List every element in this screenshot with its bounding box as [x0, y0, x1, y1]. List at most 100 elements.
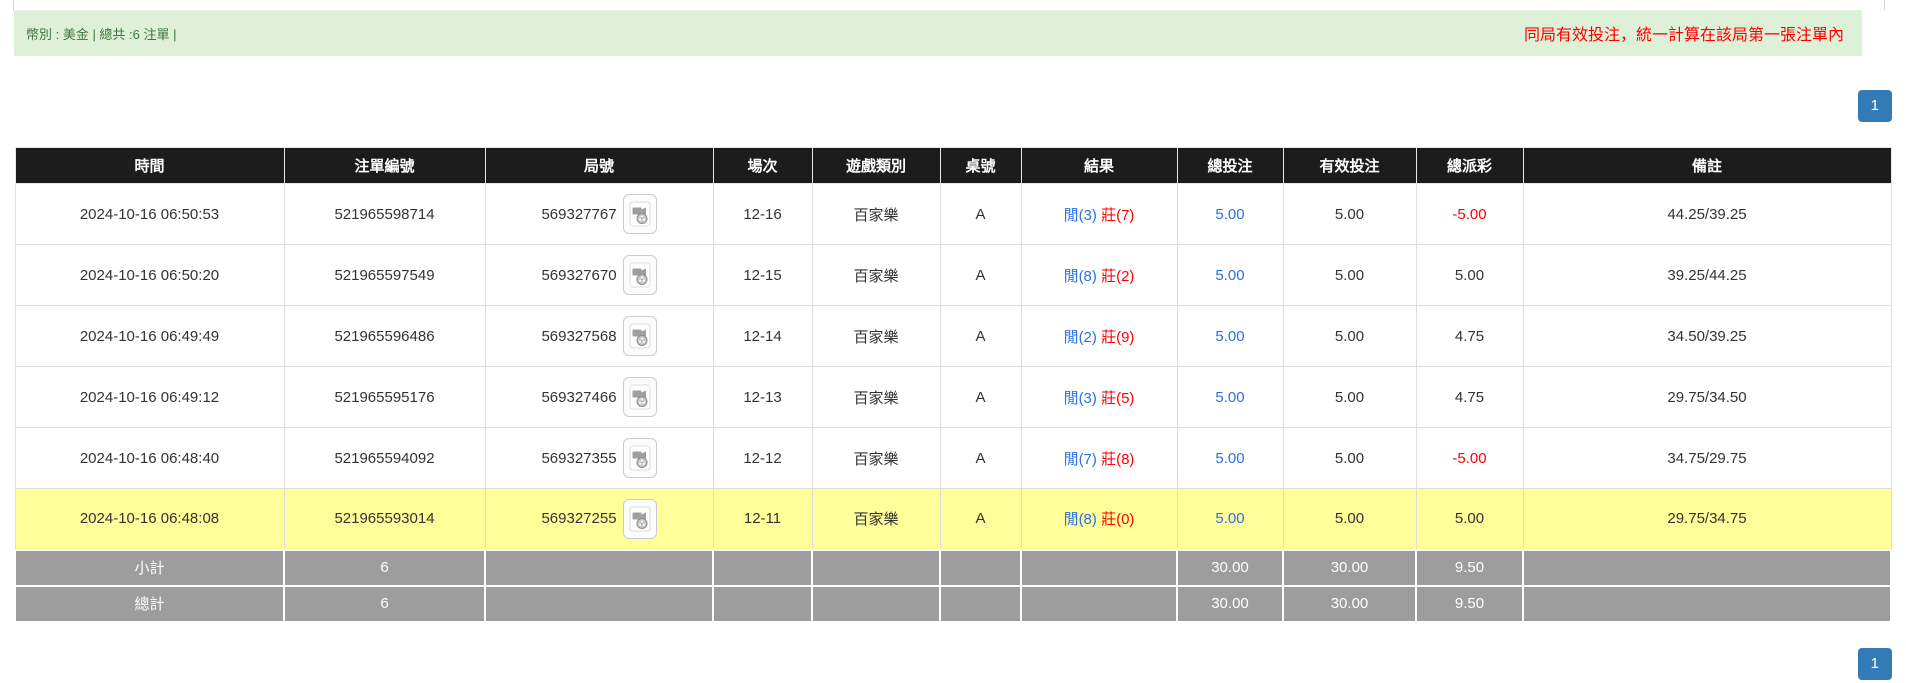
- game-type-cell: 百家樂: [811, 488, 941, 550]
- subtotal-empty-session: [712, 548, 813, 587]
- video-icon: [629, 506, 651, 532]
- player-result: 閒(7): [1063, 450, 1097, 468]
- valid-bet-cell: 5.00: [1282, 488, 1417, 550]
- round-number: 569327568: [541, 327, 617, 345]
- round-number: 569327670: [541, 266, 617, 284]
- pagination-page-1-bottom[interactable]: 1: [1857, 648, 1892, 680]
- round-id-cell: 569327568: [484, 305, 714, 367]
- result-cell: 閒(8) 莊(0): [1020, 488, 1178, 550]
- game-type-cell: 百家樂: [811, 427, 941, 489]
- time-cell: 2024-10-16 06:49:49: [14, 305, 285, 367]
- remark-cell: 44.25/39.25: [1522, 183, 1892, 245]
- column-header-4: 遊戲類別: [811, 147, 941, 184]
- column-header-7: 總投注: [1176, 147, 1284, 184]
- result-cell: 閒(3) 莊(5): [1020, 366, 1178, 428]
- column-header-5: 桌號: [939, 147, 1022, 184]
- game-type-cell: 百家樂: [811, 244, 941, 306]
- total-valid-bet: 30.00: [1282, 584, 1417, 623]
- player-result: 閒(3): [1063, 206, 1097, 224]
- table-row: 2024-10-16 06:48:40 521965594092 569327355…: [14, 427, 1892, 489]
- video-replay-button[interactable]: [622, 255, 657, 295]
- round-id-cell: 569327767: [484, 183, 714, 245]
- currency-total-text: 幣別 : 美金 | 總共 :6 注單 |: [26, 26, 177, 42]
- total-empty-result: [1020, 584, 1178, 623]
- table-row: 2024-10-16 06:49:12 521965595176 569327466…: [14, 366, 1892, 428]
- column-header-2: 局號: [484, 147, 714, 184]
- same-round-notice-text: 同局有效投注，統一計算在該局第一張注單內: [1523, 27, 1844, 44]
- column-header-9: 總派彩: [1415, 147, 1524, 184]
- video-icon: [629, 445, 651, 471]
- remark-cell: 34.50/39.25: [1522, 305, 1892, 367]
- video-replay-button[interactable]: [622, 194, 657, 234]
- total-bet-cell: 5.00: [1176, 488, 1284, 550]
- banker-result: 莊(0): [1101, 511, 1135, 529]
- container-edge-right: [1884, 0, 1885, 10]
- bet-records-table: 時間 注單編號 局號 場次 遊戲類別 桌號 結果 總投注 有效投注 總派彩 備註 2024-10-1…: [14, 147, 1892, 623]
- result-cell: 閒(3) 莊(7): [1020, 183, 1178, 245]
- payout-cell: -5.00: [1415, 427, 1524, 489]
- bet-id-cell: 521965596486: [283, 305, 486, 367]
- subtotal-empty-table: [939, 548, 1022, 587]
- remark-cell: 29.75/34.50: [1522, 366, 1892, 428]
- video-replay-button[interactable]: [622, 438, 657, 478]
- video-icon: [629, 262, 651, 288]
- total-bet-cell: 5.00: [1176, 366, 1284, 428]
- table-row: 2024-10-16 06:50:53 521965598714 569327767…: [14, 183, 1892, 245]
- column-header-3: 場次: [712, 147, 813, 184]
- pagination-page-1-top[interactable]: 1: [1857, 90, 1892, 122]
- column-header-1: 注單編號: [283, 147, 486, 184]
- table-number-cell: A: [939, 427, 1022, 489]
- table-header-row: 時間 注單編號 局號 場次 遊戲類別 桌號 結果 總投注 有效投注 總派彩 備註: [14, 147, 1892, 184]
- table-row: 2024-10-16 06:48:08 521965593014 569327255…: [14, 488, 1892, 550]
- banker-result: 莊(5): [1101, 389, 1135, 407]
- payout-cell: 5.00: [1415, 244, 1524, 306]
- time-cell: 2024-10-16 06:50:20: [14, 244, 285, 306]
- total-empty-table: [939, 584, 1022, 623]
- column-header-0: 時間: [14, 147, 285, 184]
- player-result: 閒(8): [1063, 267, 1097, 285]
- player-result: 閒(2): [1063, 328, 1097, 346]
- video-icon: [629, 323, 651, 349]
- bet-id-cell: 521965598714: [283, 183, 486, 245]
- remark-cell: 29.75/34.75: [1522, 488, 1892, 550]
- session-cell: 12-11: [712, 488, 813, 550]
- valid-bet-cell: 5.00: [1282, 427, 1417, 489]
- table-number-cell: A: [939, 244, 1022, 306]
- payout-cell: 4.75: [1415, 366, 1524, 428]
- payout-cell: -5.00: [1415, 183, 1524, 245]
- subtotal-total-bet: 30.00: [1176, 548, 1284, 587]
- video-replay-button[interactable]: [622, 498, 657, 539]
- session-cell: 12-14: [712, 305, 813, 367]
- video-replay-button[interactable]: [622, 316, 657, 356]
- valid-bet-cell: 5.00: [1282, 183, 1417, 245]
- total-row: 總計 6 30.00 30.00 9.50: [14, 584, 1892, 623]
- bet-id-cell: 521965595176: [283, 366, 486, 428]
- video-replay-button[interactable]: [622, 377, 657, 417]
- session-cell: 12-12: [712, 427, 813, 489]
- total-bet-cell: 5.00: [1176, 305, 1284, 367]
- payout-cell: 5.00: [1415, 488, 1524, 550]
- time-cell: 2024-10-16 06:48:40: [14, 427, 285, 489]
- column-header-10: 備註: [1522, 147, 1892, 184]
- subtotal-label: 小計: [14, 548, 285, 587]
- round-number: 569327466: [541, 388, 617, 406]
- column-header-8: 有效投注: [1282, 147, 1417, 184]
- game-type-cell: 百家樂: [811, 366, 941, 428]
- result-cell: 閒(7) 莊(8): [1020, 427, 1178, 489]
- total-label: 總計: [14, 584, 285, 623]
- video-icon: [629, 384, 651, 410]
- round-id-cell: 569327670: [484, 244, 714, 306]
- table-number-cell: A: [939, 183, 1022, 245]
- game-type-cell: 百家樂: [811, 183, 941, 245]
- total-bet-cell: 5.00: [1176, 244, 1284, 306]
- subtotal-empty-result: [1020, 548, 1178, 587]
- round-number: 569327255: [541, 510, 617, 528]
- session-cell: 12-13: [712, 366, 813, 428]
- subtotal-payout: 9.50: [1415, 548, 1524, 587]
- result-cell: 閒(8) 莊(2): [1020, 244, 1178, 306]
- game-type-cell: 百家樂: [811, 305, 941, 367]
- payout-cell: 4.75: [1415, 305, 1524, 367]
- bet-id-cell: 521965593014: [283, 488, 486, 550]
- banker-result: 莊(9): [1101, 328, 1135, 346]
- remark-cell: 34.75/29.75: [1522, 427, 1892, 489]
